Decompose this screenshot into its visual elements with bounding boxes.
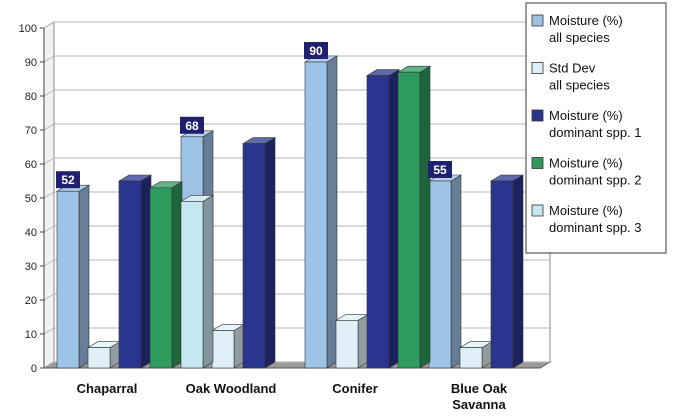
y-tick-label: 80	[25, 91, 37, 103]
y-tick-label: 50	[25, 193, 37, 205]
data-label: 90	[309, 44, 323, 58]
y-tick-label: 10	[25, 329, 37, 341]
bar	[117, 174, 153, 369]
legend: Moisture (%) all species Std Dev all specie…	[525, 2, 667, 254]
bar	[365, 69, 401, 369]
y-axis-ticks: 0 10 20 30 40 50 60 70 80 90 100	[19, 23, 45, 375]
legend-item: Moisture (%) dominant spp. 1	[531, 108, 642, 140]
data-label: 55	[433, 163, 447, 177]
bar	[179, 194, 215, 369]
legend-label: Moisture (%) all species	[549, 13, 623, 45]
data-labels: 52 68 90 55	[56, 42, 452, 189]
y-tick-label: 90	[25, 57, 37, 69]
x-axis-labels: Chaparral Oak Woodland Conifer Blue Oak Sava…	[77, 381, 508, 412]
bar	[489, 174, 525, 369]
legend-label: Moisture (%) dominant spp. 3	[549, 203, 642, 235]
legend-swatch	[531, 62, 544, 74]
data-label: 68	[185, 119, 199, 133]
y-tick-label: 100	[19, 23, 37, 35]
x-tick-label: Conifer	[332, 381, 378, 396]
data-label: 52	[61, 173, 75, 187]
legend-label: Moisture (%) dominant spp. 1	[549, 108, 642, 140]
data-label-bg	[428, 161, 452, 178]
gridline	[43, 21, 550, 29]
y-tick-label: 30	[25, 261, 37, 273]
y-tick-label: 60	[25, 159, 37, 171]
legend-box	[525, 2, 667, 254]
bar	[458, 341, 494, 369]
bar	[427, 174, 463, 369]
bar	[303, 55, 339, 369]
legend-item: Std Dev all species	[531, 61, 610, 93]
x-tick-label: Oak Woodland	[186, 381, 277, 396]
bar	[210, 324, 246, 369]
bar	[241, 137, 277, 369]
y-tick-label: 70	[25, 125, 37, 137]
legend-swatch	[531, 157, 544, 169]
bars	[55, 55, 525, 369]
legend-label: Std Dev all species	[549, 61, 610, 93]
bar	[148, 181, 184, 369]
y-tick-label: 40	[25, 227, 37, 239]
legend-label: Moisture (%) dominant spp. 2	[549, 156, 642, 188]
legend-swatch	[531, 204, 544, 217]
legend-item: Moisture (%) all species	[531, 13, 623, 45]
data-label-bg	[56, 171, 80, 189]
data-label-bg	[304, 42, 328, 59]
bar	[396, 65, 432, 369]
data-label-bg	[180, 116, 204, 134]
y-tick-label: 0	[31, 363, 37, 375]
x-tick-label: Chaparral	[77, 381, 138, 396]
legend-item: Moisture (%) dominant spp. 3	[531, 203, 642, 235]
y-tick-label: 20	[25, 295, 37, 307]
legend-item: Moisture (%) dominant spp. 2	[531, 156, 642, 188]
gridline	[43, 55, 550, 63]
legend-swatch	[531, 14, 544, 27]
legend-swatch	[531, 109, 544, 122]
bar	[334, 313, 370, 369]
bar	[86, 341, 122, 369]
x-tick-label: Blue Oak Savanna	[451, 381, 508, 412]
bar	[55, 184, 91, 369]
